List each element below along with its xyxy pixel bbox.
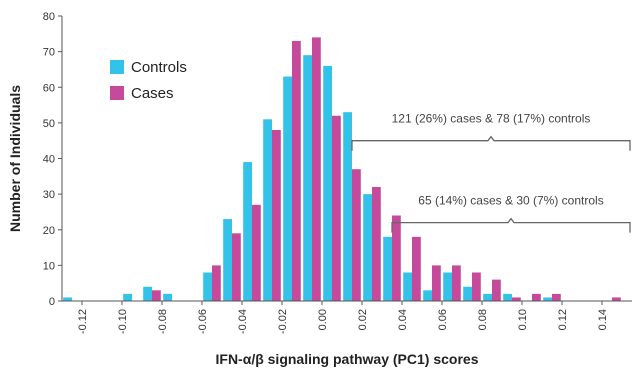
x-tick-label: 0.06 <box>437 309 449 330</box>
bar-controls <box>203 272 212 301</box>
bar-controls <box>123 293 132 301</box>
bar-cases <box>432 265 441 301</box>
bar-controls <box>363 194 372 301</box>
bar-cases <box>552 293 561 301</box>
x-tick-label: -0.04 <box>237 309 249 334</box>
bar-cases <box>612 297 621 301</box>
x-tick-label: -0.06 <box>197 309 209 334</box>
y-tick-label: 10 <box>43 260 55 272</box>
x-tick-label: 0.14 <box>597 309 609 330</box>
bar-cases <box>492 279 501 301</box>
bar-controls <box>463 286 472 301</box>
bar-cases <box>532 293 541 301</box>
annotation-bracket <box>391 217 631 233</box>
bar-cases <box>232 233 241 301</box>
bar-cases <box>292 40 301 301</box>
x-tick-label: 0.12 <box>557 309 569 330</box>
bar-cases <box>272 130 281 301</box>
x-tick-label: -0.12 <box>77 309 89 334</box>
bar-controls <box>343 112 352 301</box>
bar-controls <box>143 286 152 301</box>
bar-controls <box>223 219 232 301</box>
bar-controls <box>503 293 512 301</box>
legend-swatch-cases <box>110 86 124 100</box>
bar-cases <box>412 236 421 301</box>
y-tick-label: 30 <box>43 189 55 201</box>
y-tick-label: 20 <box>43 225 55 237</box>
x-tick-label: 0.02 <box>357 309 369 330</box>
bar-controls <box>263 119 272 301</box>
legend-swatch-controls <box>110 60 124 74</box>
y-tick-label: 50 <box>43 118 55 130</box>
bar-controls <box>243 162 252 301</box>
annotations: 121 (26%) cases & 78 (17%) controls 65 (1… <box>351 112 631 233</box>
bars <box>63 37 621 301</box>
bar-cases <box>332 115 341 301</box>
x-tick-label: 0.08 <box>477 309 489 330</box>
bar-controls <box>483 293 492 301</box>
bar-cases <box>212 265 221 301</box>
bar-controls <box>323 65 332 301</box>
legend-label-controls: Controls <box>131 59 187 76</box>
bar-controls <box>403 272 412 301</box>
x-axis-ticks: -0.12 -0.10 -0.08 -0.06 -0.04 -0.02 0.00 0.02 0.… <box>77 301 609 334</box>
bar-cases <box>472 272 481 301</box>
y-axis-ticks: 0 10 20 30 40 50 60 70 80 <box>43 11 62 308</box>
bar-cases <box>312 37 321 301</box>
x-tick-label: -0.08 <box>157 309 169 334</box>
annotation-text: 121 (26%) cases & 78 (17%) controls <box>392 112 591 126</box>
bar-controls <box>423 290 432 301</box>
annotation-bracket <box>351 135 631 151</box>
x-tick-label: 0.10 <box>517 309 529 330</box>
legend-label-cases: Cases <box>131 85 174 102</box>
bar-cases <box>372 187 381 301</box>
bar-cases <box>512 297 521 301</box>
x-tick-label: 0.00 <box>317 309 329 330</box>
annotation-text: 65 (14%) cases & 30 (7%) controls <box>418 194 603 208</box>
x-axis-title: IFN-α/β signaling pathway (PC1) scores <box>216 351 479 367</box>
bar-cases <box>392 215 401 301</box>
y-axis-title: Number of Individuals <box>7 85 23 232</box>
bar-controls <box>63 297 72 301</box>
bar-controls <box>303 55 312 301</box>
y-tick-label: 80 <box>43 11 55 23</box>
y-tick-label: 70 <box>43 47 55 59</box>
bar-controls <box>383 236 392 301</box>
bar-controls <box>543 297 552 301</box>
y-tick-label: 40 <box>43 154 55 166</box>
bar-controls <box>283 76 292 301</box>
bar-controls <box>443 272 452 301</box>
legend: Controls Cases <box>110 59 187 102</box>
y-tick-label: 0 <box>49 296 55 308</box>
bar-cases <box>252 204 261 301</box>
bar-cases <box>152 290 161 301</box>
x-tick-label: -0.10 <box>117 309 129 334</box>
x-tick-label: -0.02 <box>277 309 289 334</box>
bar-controls <box>163 293 172 301</box>
y-tick-label: 60 <box>43 82 55 94</box>
x-tick-label: 0.04 <box>397 309 409 330</box>
bar-cases <box>452 265 461 301</box>
bar-cases <box>352 169 361 301</box>
